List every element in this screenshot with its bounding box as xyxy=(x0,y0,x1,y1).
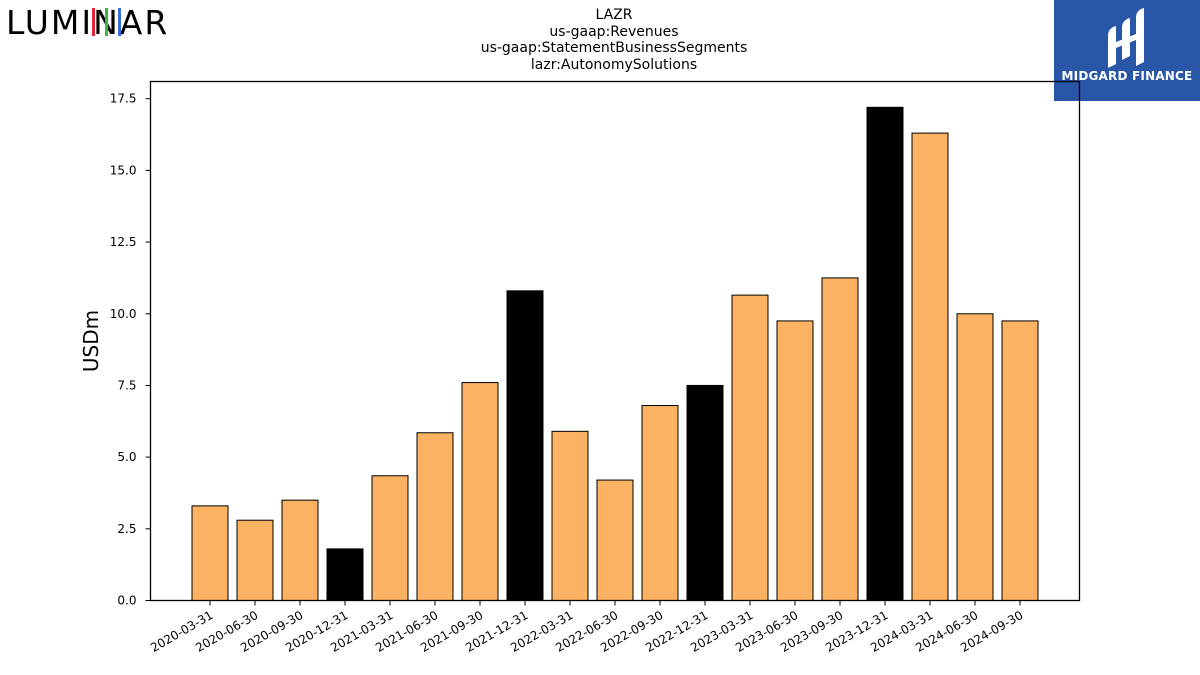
chart-title: LAZR us-gaap:Revenues us-gaap:StatementB… xyxy=(364,7,864,73)
y-tick-label: 15.0 xyxy=(110,163,137,177)
x-axis: 2020-03-312020-06-302020-09-302020-12-31… xyxy=(148,600,1026,655)
plot-frame xyxy=(149,80,1081,602)
bar-2024-09-30 xyxy=(1001,320,1039,601)
midgard-finance-logo-icon xyxy=(1108,8,1144,68)
luminar-wordmark: LUMINAR xyxy=(6,3,169,42)
bar-2022-06-30 xyxy=(596,479,634,601)
bar-2022-03-31 xyxy=(551,430,589,601)
bar-2020-03-31 xyxy=(191,505,229,602)
bar-2021-12-31 xyxy=(506,290,544,601)
y-tick-label: 10.0 xyxy=(110,307,137,321)
bar-2023-12-31 xyxy=(866,106,904,601)
y-tick-label: 5.0 xyxy=(117,450,136,464)
y-tick-label: 17.5 xyxy=(110,92,137,106)
bar-2024-03-31 xyxy=(911,132,949,602)
bar-2024-06-30 xyxy=(956,313,994,601)
bar-2023-09-30 xyxy=(821,277,859,601)
bar-2022-12-31 xyxy=(686,384,724,602)
bar-2021-09-30 xyxy=(461,382,499,602)
bar-2023-06-30 xyxy=(776,320,814,601)
bar-2020-06-30 xyxy=(236,519,274,601)
midgard-finance-brand: MIDGARD FINANCE xyxy=(1061,69,1193,83)
bar-2022-09-30 xyxy=(641,405,679,601)
midgard-finance-logo: MIDGARD FINANCE xyxy=(1054,0,1200,101)
y-tick-label: 0.0 xyxy=(117,594,136,608)
y-tick-label: 7.5 xyxy=(117,378,136,392)
luminar-blue-stroke xyxy=(118,8,121,36)
bar-2023-03-31 xyxy=(731,294,769,601)
bar-2021-06-30 xyxy=(416,432,454,601)
chart-title-line: us-gaap:Revenues xyxy=(549,23,679,40)
chart-title-line: lazr:AutonomySolutions xyxy=(530,56,698,73)
luminar-red-stroke xyxy=(92,8,95,36)
bar-2021-03-31 xyxy=(371,475,409,601)
bars-group xyxy=(191,106,1039,602)
luminar-green-stroke xyxy=(105,8,108,36)
y-axis-label: USDm xyxy=(79,310,103,372)
bar-2020-09-30 xyxy=(281,499,319,601)
luminar-logo: LUMINAR xyxy=(6,3,169,42)
chart-title-line: us-gaap:StatementBusinessSegments xyxy=(480,40,748,56)
chart-title-line: LAZR xyxy=(595,7,633,23)
y-tick-label: 12.5 xyxy=(110,235,137,249)
y-axis: 0.0 2.5 5.0 7.5 10.0 12.5 15.0 17.5 xyxy=(110,92,151,608)
bar-2020-12-31 xyxy=(326,548,364,601)
y-tick-label: 2.5 xyxy=(117,522,136,536)
